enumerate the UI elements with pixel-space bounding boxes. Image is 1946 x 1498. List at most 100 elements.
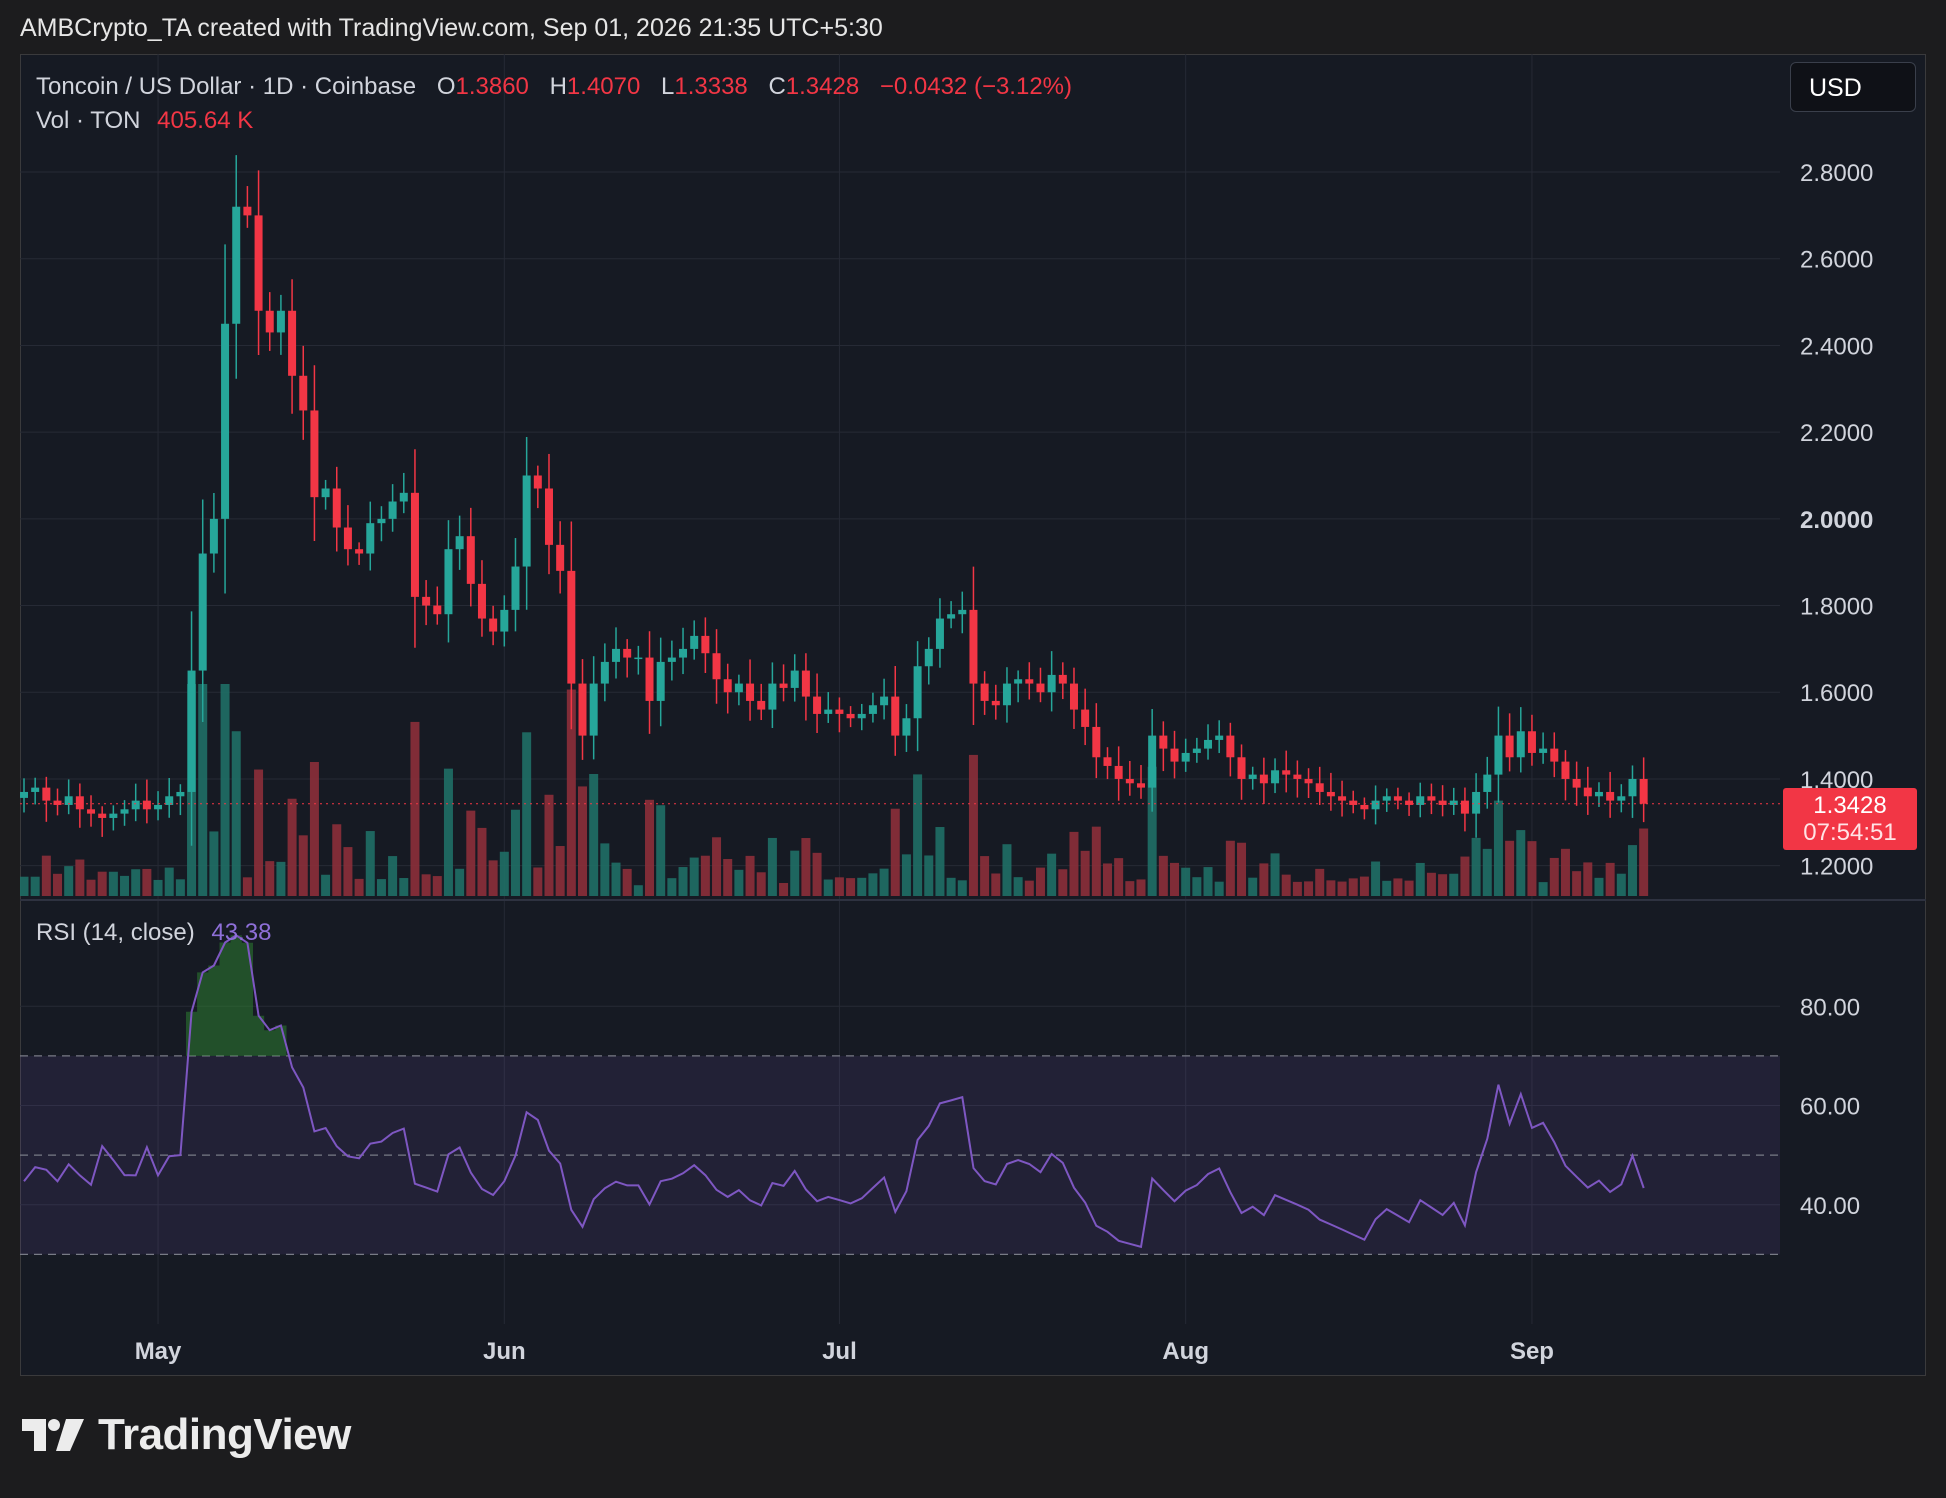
candle [1416, 796, 1425, 805]
legend-change: −0.0432 (−3.12%) [880, 73, 1072, 100]
legend-ohlc: Toncoin / US Dollar · 1D · Coinbase O1.3… [36, 73, 1072, 100]
candle [1494, 735, 1503, 775]
volume-bar [432, 876, 442, 896]
price-tick-label: 1.2000 [1800, 854, 1873, 881]
rsi-value: 43.38 [211, 919, 271, 946]
candle [500, 609, 509, 632]
candle [533, 475, 542, 489]
candle [1438, 800, 1447, 805]
volume-bar [1460, 856, 1470, 896]
candle [1002, 683, 1011, 706]
candle [1282, 770, 1291, 775]
candle [87, 809, 96, 814]
candle [198, 553, 207, 671]
candle [388, 501, 397, 519]
volume-bar [1404, 880, 1414, 896]
candle [75, 796, 84, 810]
candle [1561, 761, 1570, 779]
volume-bar [656, 805, 666, 896]
volume-bar [64, 866, 74, 896]
price-tick-label: 2.0000 [1800, 507, 1873, 534]
volume-bar [1292, 881, 1302, 896]
volume-bar [1493, 800, 1503, 896]
volume-bar [164, 867, 174, 896]
volume-label: Vol · TON [36, 107, 140, 134]
candle [1516, 731, 1525, 758]
candle [1081, 709, 1090, 727]
candle [455, 536, 464, 550]
volume-bar [790, 850, 800, 896]
candle [612, 648, 621, 662]
volume-bar [1538, 882, 1548, 896]
candle [924, 648, 933, 667]
candle [623, 648, 632, 658]
volume-bar [1616, 873, 1626, 896]
volume-bar [1192, 877, 1202, 896]
candle [1137, 783, 1145, 788]
candle [824, 709, 833, 714]
candle [913, 666, 922, 719]
candle [176, 791, 185, 797]
brand-name: TradingView [98, 1410, 351, 1459]
volume-bar [1583, 862, 1593, 896]
volume-value: 405.64 K [157, 107, 253, 134]
candle [1170, 748, 1179, 762]
chart-svg[interactable]: 2.8000 2.6000 2.4000 2.2000 2.0000 1.8000 1.60… [20, 54, 1926, 1376]
candle [1405, 800, 1414, 805]
candle [1527, 731, 1536, 753]
volume-bar [578, 786, 587, 896]
volume-bar [723, 859, 733, 896]
candle [645, 657, 654, 701]
candle [1617, 796, 1626, 801]
candle [656, 661, 665, 701]
volume-bar [1304, 881, 1314, 896]
candle [410, 492, 419, 597]
legend-open: 1.3860 [456, 73, 529, 100]
candle [1349, 800, 1358, 805]
volume-bar [901, 854, 911, 896]
candle [600, 661, 609, 684]
candle [723, 679, 732, 693]
volume-bar [1639, 828, 1649, 896]
volume-bar [1505, 840, 1515, 896]
volume-bar [399, 878, 409, 896]
candle [1606, 791, 1615, 801]
volume-bar [1102, 863, 1112, 896]
volume-bar [1047, 853, 1057, 896]
rsi-label: RSI (14, close) [36, 919, 195, 946]
candle [1315, 783, 1324, 792]
volume-bar [1225, 840, 1235, 896]
volume-bar [309, 762, 319, 896]
volume-bar [1393, 878, 1403, 896]
volume-bar [533, 867, 543, 896]
volume-bar [667, 878, 677, 896]
volume-bar [1114, 858, 1124, 896]
candle [556, 544, 565, 571]
volume-bar [1516, 830, 1526, 896]
volume-bar [365, 831, 375, 896]
candle [1472, 791, 1481, 814]
volume-bar [1259, 863, 1269, 896]
candle [1628, 778, 1637, 797]
candles [20, 155, 1780, 846]
volume-bar [555, 846, 565, 896]
volume-bar [1438, 874, 1448, 896]
candle [1069, 683, 1078, 710]
candle [1259, 774, 1268, 784]
volume-bar [1449, 873, 1459, 896]
candle [154, 804, 163, 810]
volume-bar [980, 856, 990, 896]
candle [511, 566, 520, 610]
volume-bar [1270, 853, 1280, 896]
volume-bar [30, 876, 40, 896]
volume-bar [712, 837, 722, 896]
candle [444, 549, 453, 615]
price-tick-label: 1.8000 [1800, 594, 1873, 621]
volume-bar [589, 773, 599, 896]
volume-bar [1605, 862, 1615, 896]
volume-bar [1326, 880, 1336, 896]
currency-button[interactable]: USD [1790, 62, 1916, 112]
candle [544, 488, 553, 545]
candle [958, 609, 967, 615]
candle [902, 718, 911, 736]
